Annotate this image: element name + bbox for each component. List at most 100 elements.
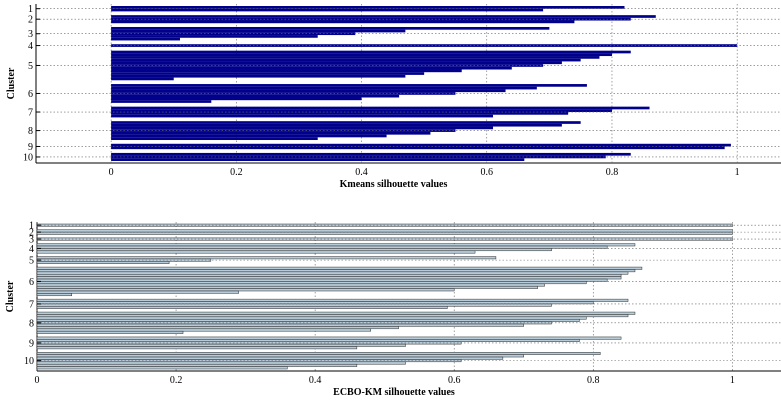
silhouette-bar: [111, 109, 612, 113]
silhouette-bar: [36, 288, 455, 292]
silhouette-bar: [36, 343, 406, 347]
silhouette-bar: [36, 303, 552, 307]
silhouette-bar: [111, 100, 212, 103]
silhouette-bar: [36, 328, 372, 332]
x-tick-label: 0.2: [170, 375, 183, 386]
silhouette-bar: [36, 314, 629, 318]
silhouette-bar: [36, 363, 358, 367]
silhouette-bar: [111, 61, 562, 65]
silhouette-bar: [36, 330, 184, 334]
silhouette-bar: [111, 74, 406, 78]
cluster-label: 9: [29, 338, 34, 349]
cluster-label: 2: [29, 228, 34, 239]
silhouette-bar: [36, 229, 733, 233]
silhouette-bar: [111, 137, 318, 141]
silhouette-bar: [111, 6, 625, 9]
silhouette-bar: [36, 293, 73, 297]
silhouette-bar: [111, 143, 731, 147]
silhouette-bar: [111, 37, 180, 41]
cluster-label: 6: [29, 277, 34, 288]
silhouette-bar: [111, 131, 431, 135]
silhouette-bar: [36, 352, 601, 355]
silhouette-bar: [111, 8, 544, 12]
silhouette-bar: [111, 134, 387, 138]
silhouette-bar: [36, 311, 636, 315]
x-tick-label: 0.2: [230, 167, 243, 178]
cluster-label: 4: [29, 244, 34, 255]
cluster-label: 8: [29, 318, 34, 329]
silhouette-bar: [36, 354, 524, 358]
silhouette-bar: [111, 72, 425, 75]
silhouette-bar: [36, 278, 608, 282]
cluster-label: 5: [28, 61, 33, 72]
silhouette-bar: [36, 261, 170, 264]
silhouette-bar: [111, 123, 562, 127]
silhouette-bar: [111, 77, 174, 81]
silhouette-bar: [111, 44, 738, 47]
silhouette-bar: [111, 158, 525, 161]
silhouette-bar: [36, 276, 622, 280]
silhouette-bar: [36, 336, 622, 340]
silhouette-bar: [111, 86, 537, 90]
x-tick-label: 0.6: [448, 375, 461, 386]
x-tick-label: 0.6: [481, 167, 494, 178]
silhouette-bar: [36, 231, 733, 235]
silhouette-bar: [111, 114, 494, 118]
silhouette-bar: [36, 281, 587, 285]
silhouette-bar: [36, 273, 622, 277]
silhouette-bar: [36, 323, 524, 327]
silhouette-bar: [36, 346, 358, 350]
cluster-label: 7: [29, 299, 34, 310]
cluster-label: 1: [29, 221, 34, 232]
silhouette-bar: [36, 266, 643, 270]
silhouette-bar: [36, 356, 504, 360]
cluster-label: 3: [29, 235, 34, 246]
cluster-label: 6: [28, 89, 33, 100]
y-axis-label: Cluster: [6, 67, 17, 99]
cluster-label: 10: [24, 356, 34, 367]
silhouette-bar: [111, 106, 650, 110]
silhouette-bar: [36, 271, 629, 275]
silhouette-bar: [111, 20, 575, 24]
x-tick-label: 0.8: [606, 167, 619, 178]
silhouette-bar: [111, 35, 318, 38]
x-tick-label: 0: [35, 375, 40, 386]
x-tick-label: 0.4: [355, 167, 368, 178]
silhouette-bar: [36, 361, 406, 365]
x-axis-label: ECBO-KM silhouette values: [333, 387, 455, 398]
silhouette-bar: [111, 69, 462, 73]
silhouette-bar: [36, 306, 448, 309]
x-tick-label: 0.4: [309, 375, 322, 386]
silhouette-bar: [111, 89, 506, 93]
cluster-label: 7: [28, 108, 33, 119]
silhouette-bar: [111, 58, 581, 62]
silhouette-bar: [111, 56, 600, 59]
silhouette-bar: [111, 126, 494, 130]
silhouette-bar: [36, 269, 636, 273]
cluster-label: 4: [28, 41, 33, 52]
cluster-label: 3: [28, 29, 33, 40]
silhouette-bar: [111, 15, 656, 18]
cluster-label: 1: [28, 4, 33, 15]
y-axis-label: Cluster: [5, 280, 16, 312]
silhouette-bar: [111, 121, 581, 124]
x-axis-label: Kmeans silhouette values: [340, 179, 448, 190]
silhouette-bar: [36, 283, 545, 287]
silhouette-bar: [36, 248, 552, 252]
silhouette-bar: [111, 112, 569, 115]
silhouette-bar: [36, 339, 580, 342]
x-tick-label: 1: [730, 375, 735, 386]
x-tick-label: 1: [735, 167, 740, 178]
cluster-label: 2: [28, 15, 33, 26]
silhouette-bar: [36, 316, 587, 320]
silhouette-bar: [36, 243, 636, 247]
silhouette-bar: [36, 250, 476, 254]
silhouette-bar: [36, 298, 629, 302]
cluster-label: 5: [29, 256, 34, 267]
silhouette-bar: [36, 366, 288, 370]
silhouette-bar: [111, 26, 550, 30]
cluster-label: 9: [28, 142, 33, 153]
silhouette-bar: [111, 94, 400, 98]
